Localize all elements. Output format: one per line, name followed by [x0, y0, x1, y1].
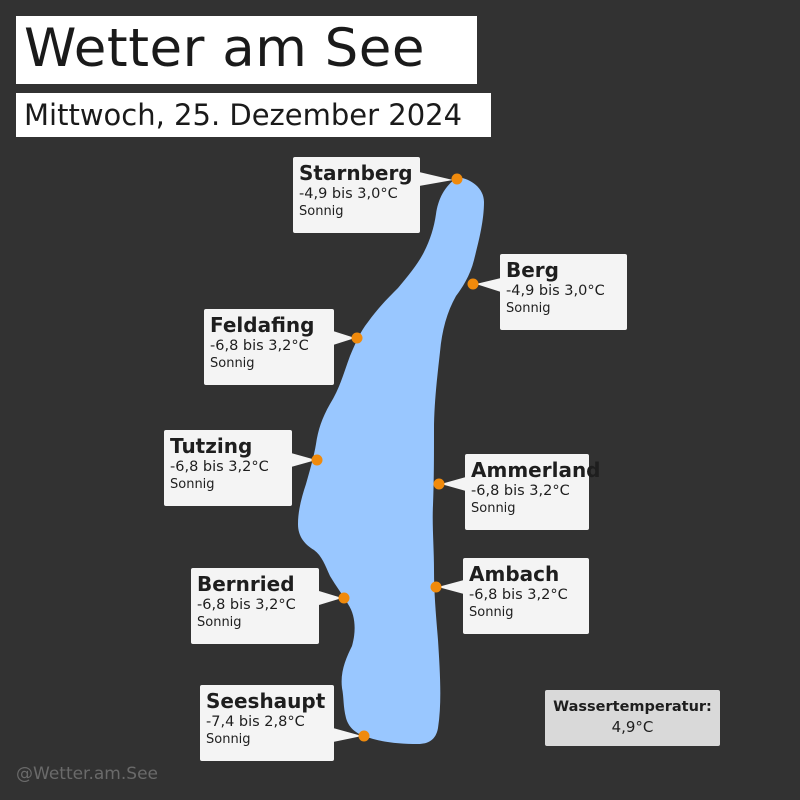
pointer-ambach — [438, 580, 464, 594]
location-name: Seeshaupt — [206, 689, 326, 713]
location-card-bernried[interactable]: Bernried -6,8 bis 3,2°C Sonnig — [191, 568, 319, 644]
location-name: Feldafing — [210, 313, 315, 337]
location-temp-range: -6,8 bis 3,2°C — [197, 597, 296, 613]
location-condition: Sonnig — [210, 356, 255, 371]
location-name: Bernried — [197, 572, 295, 596]
title-box: Wetter am See — [16, 16, 477, 84]
pointer-tutzing — [291, 453, 316, 467]
location-name: Starnberg — [299, 161, 413, 185]
water-temperature-label: Wassertemperatur: — [553, 699, 712, 715]
location-condition: Sonnig — [471, 501, 516, 516]
page-title: Wetter am See — [24, 18, 426, 79]
location-condition: Sonnig — [170, 477, 215, 492]
pointer-seeshaupt — [333, 728, 362, 742]
marker-bernried[interactable] — [338, 592, 350, 604]
location-temp-range: -6,8 bis 3,2°C — [469, 587, 568, 603]
marker-starnberg[interactable] — [451, 173, 463, 185]
pointer-berg — [476, 278, 501, 292]
location-card-starnberg[interactable]: Starnberg -4,9 bis 3,0°C Sonnig — [293, 157, 420, 233]
water-temperature-value: 4,9°C — [611, 718, 654, 736]
location-name: Berg — [506, 258, 559, 282]
subtitle-box: Mittwoch, 25. Dezember 2024 — [16, 93, 491, 137]
location-condition: Sonnig — [469, 605, 514, 620]
location-temp-range: -7,4 bis 2,8°C — [206, 714, 305, 730]
location-name: Tutzing — [170, 434, 253, 458]
location-condition: Sonnig — [506, 301, 551, 316]
pointer-bernried — [319, 591, 342, 605]
location-name: Ammerland — [471, 458, 601, 482]
pointer-ammerland — [441, 477, 466, 491]
marker-ambach[interactable] — [430, 581, 442, 593]
location-temp-range: -4,9 bis 3,0°C — [506, 283, 605, 299]
marker-seeshaupt[interactable] — [358, 730, 370, 742]
location-card-seeshaupt[interactable]: Seeshaupt -7,4 bis 2,8°C Sonnig — [200, 685, 334, 761]
location-condition: Sonnig — [206, 732, 251, 747]
location-temp-range: -4,9 bis 3,0°C — [299, 186, 398, 202]
water-temperature-box: Wassertemperatur: 4,9°C — [545, 690, 720, 746]
location-condition: Sonnig — [299, 204, 344, 219]
location-card-berg[interactable]: Berg -4,9 bis 3,0°C Sonnig — [500, 254, 627, 330]
location-temp-range: -6,8 bis 3,2°C — [471, 483, 570, 499]
pointer-starnberg — [419, 172, 453, 186]
marker-tutzing[interactable] — [311, 454, 323, 466]
pointer-feldafing — [333, 331, 355, 345]
location-card-feldafing[interactable]: Feldafing -6,8 bis 3,2°C Sonnig — [204, 309, 334, 385]
location-condition: Sonnig — [197, 615, 242, 630]
location-name: Ambach — [469, 562, 560, 586]
marker-ammerland[interactable] — [433, 478, 445, 490]
marker-berg[interactable] — [467, 278, 479, 290]
location-temp-range: -6,8 bis 3,2°C — [170, 459, 269, 475]
location-card-ammerland[interactable]: Ammerland -6,8 bis 3,2°C Sonnig — [465, 454, 601, 530]
lake-shape — [298, 177, 484, 744]
location-card-tutzing[interactable]: Tutzing -6,8 bis 3,2°C Sonnig — [164, 430, 292, 506]
footer-handle: @Wetter.am.See — [16, 764, 158, 784]
marker-feldafing[interactable] — [351, 332, 363, 344]
page-date: Mittwoch, 25. Dezember 2024 — [24, 98, 463, 132]
location-temp-range: -6,8 bis 3,2°C — [210, 338, 309, 354]
location-card-ambach[interactable]: Ambach -6,8 bis 3,2°C Sonnig — [463, 558, 589, 634]
